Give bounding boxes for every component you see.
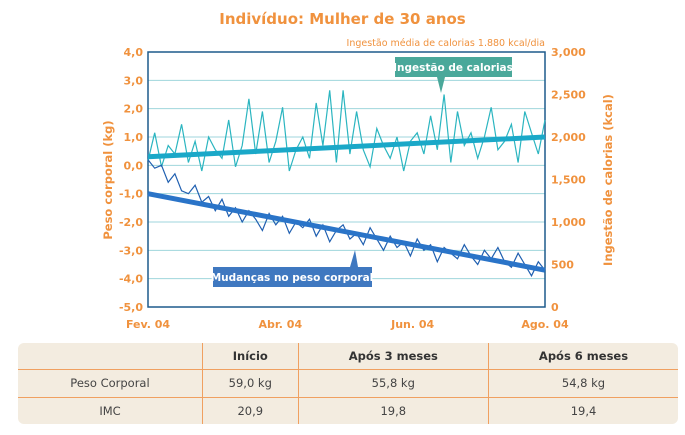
x-tick-label: Ago. 04 [521,318,569,331]
x-tick-label: Abr. 04 [259,318,303,331]
row-label: Peso Corporal [18,369,203,398]
chart-title: Indivíduo: Mulher de 30 anos [219,10,466,28]
y2-tick-label: 1,500 [551,174,586,187]
calories-label-box [395,57,512,77]
chart: 4,0 3,0 2,0 1,0 0,0 -1,0 -2,0 -3,0 -4,0 -5,0 3,000… [101,46,615,331]
y2-tick-label: 0 [551,301,559,314]
cell: 59,0 kg [202,369,299,398]
y-tick-label: -2,0 [119,216,143,229]
y-tick-label: 0,0 [124,159,144,172]
y2-tick-label: 1,000 [551,216,586,229]
x-tick-label: Fev. 04 [126,318,170,331]
row-label: IMC [18,396,203,424]
summary-table: Início Após 3 meses Após 6 meses Peso Co… [18,343,678,424]
cell: 19,8 [297,396,489,424]
chart-subtitle: Ingestão média de calorias 1.880 kcal/di… [346,38,545,49]
header-cell: Após 6 meses [488,343,678,370]
plot-frame [147,51,546,308]
y-tick-label: 2,0 [124,103,144,116]
header-cell: Início [202,343,299,370]
weight-label-box [213,267,372,287]
y-tick-label: 4,0 [124,46,144,59]
table-row: IMC 20,9 19,8 19,4 [18,396,678,424]
table-header-row: Início Após 3 meses Após 6 meses [18,343,678,370]
y2-axis-label: Ingestão de calorias (kcal) [601,94,615,266]
cell: 20,9 [202,396,299,424]
y2-tick-label: 2,000 [551,131,586,144]
calories-line [147,90,546,172]
y2-tick-label: 500 [551,259,574,272]
weight-label: Mudanças no peso corporal [211,272,374,284]
y2-tick-label: 3,000 [551,46,586,59]
calories-label: Ingestão de calorias [393,62,513,74]
y-tick-label: 3,0 [124,74,144,87]
y2-tick-label: 2,500 [551,89,586,102]
y-tick-label: -4,0 [119,273,143,286]
y-axis-label: Peso corporal (kg) [101,120,115,239]
cell: 55,8 kg [297,369,489,398]
cell: 54,8 kg [488,369,678,398]
y-tick-label: -5,0 [119,301,143,314]
weight-label-pointer [350,250,358,267]
weight-trend-line [147,191,546,273]
header-cell [18,343,203,370]
header-cell: Após 3 meses [297,343,489,370]
y-tick-label: -3,0 [119,244,143,257]
table-row: Peso Corporal 59,0 kg 55,8 kg 54,8 kg [18,369,678,398]
y-tick-label: 1,0 [124,131,144,144]
calories-trend-line [147,134,546,160]
x-tick-label: Jun. 04 [390,318,434,331]
y-tick-label: -1,0 [119,188,143,201]
calories-label-pointer [437,77,445,93]
cell: 19,4 [488,396,678,424]
